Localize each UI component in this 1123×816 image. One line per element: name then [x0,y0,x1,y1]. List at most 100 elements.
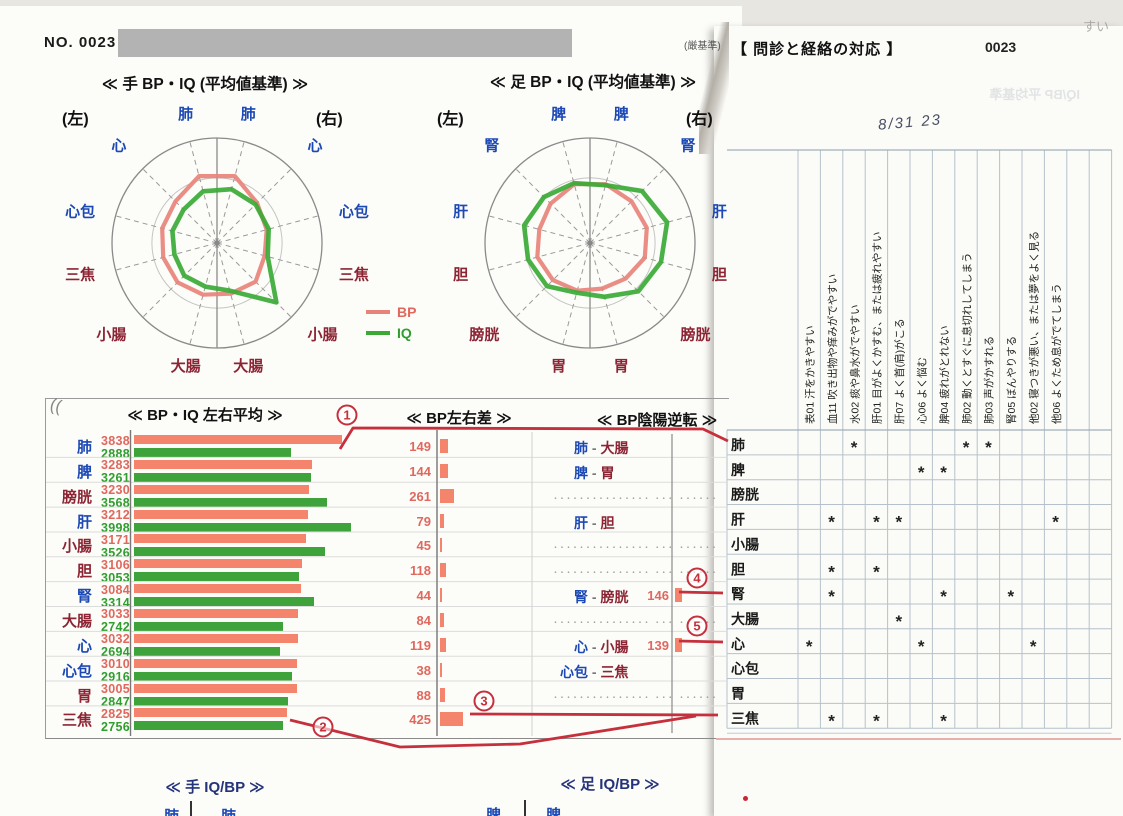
avg-bp-value: 3033 [100,607,130,622]
right-sheet-number: 0023 [985,39,1017,55]
reversal-pair: 心 - 小腸 [556,637,651,657]
reversal-bar [675,588,683,603]
diff-value: 119 [410,637,431,653]
foot-right-label: (右) [686,111,713,128]
avg-bp-value: 3283 [100,458,130,473]
avg-bp-bar [134,633,299,643]
bleedthrough-text: IQ/BP 平均基準 [989,87,1080,102]
reversal-dash: - [588,514,601,531]
avg-bp-bar [134,683,297,693]
reversal-pair: 腎 - 膀胱 [556,587,651,607]
diff-value: 144 [409,463,431,479]
avg-bp-bar [134,509,309,519]
diff-value: 45 [416,538,431,554]
bp-line-swatch [366,309,390,314]
reversal-yin: 肝 [574,514,588,531]
right-sheet-title: 【 問診と経絡の対応 】 [732,41,903,58]
reversal-yin: 肺 [574,440,588,456]
red-dot-mark [743,796,748,801]
iq-line-swatch [366,330,390,335]
reversal-value: 139 [647,637,669,653]
diff-section-title: ≪ BP左右差 ≫ [406,410,512,427]
avg-row-label-心包: 心包 [61,662,92,680]
reversal-yang: 胆 [600,514,615,531]
avg-bp-value: 3010 [100,657,130,672]
reversal-dash: - [588,663,601,680]
reversal-yang: 小腸 [600,638,629,655]
hand-ratio-title: ≪ 手 IQ/BP ≫ [165,779,265,796]
legend-iq-label: IQ [397,324,412,341]
avg-row-label-腎: 腎 [76,588,92,606]
foot-ratio-axis [524,800,526,816]
avg-bp-bar [134,534,306,544]
reversal-dash: - [588,440,601,456]
hand-right-label: (右) [316,111,343,128]
avg-row-label-胃: 胃 [76,687,92,705]
avg-row-label-肺: 肺 [76,439,92,456]
avg-bp-value: 3084 [100,582,130,597]
foot-partial-label-left: 脾 [486,807,502,816]
pink-rule-line [716,738,1121,740]
diff-bar [440,563,447,578]
reversal-dots: ･･･････････････ ･･･ [553,493,675,505]
reversal-dots-2: ･･････ [679,617,718,629]
diff-bar [440,513,445,528]
avg-bp-value: 3032 [100,632,130,647]
reversal-yang: 大腸 [600,440,629,456]
reversal-yang: 三焦 [600,663,629,680]
diff-value: 149 [409,439,431,454]
reversal-dots: ･･･････････････ ･･･ [553,692,675,704]
diff-bar [440,662,442,677]
avg-bp-bar [134,559,303,569]
avg-bp-value: 3838 [100,433,130,448]
diff-bar [440,687,445,702]
redacted-name-bar [118,29,572,57]
reversal-dash: - [588,589,601,606]
avg-row-label-三焦: 三焦 [61,712,92,730]
foot-radar-title: ≪ 足 BP・IQ (平均値基準) ≫ [489,74,697,91]
avg-iq-bar [134,448,291,457]
diff-value: 118 [410,563,431,579]
avg-bp-bar [134,608,299,618]
hand-partial-label-right: 肺 [221,805,236,816]
avg-bp-bar [134,708,288,718]
legend-bp: BP [366,301,416,322]
avg-iq-bar [134,597,314,607]
avg-bp-value: 3230 [100,483,130,498]
avg-iq-bar [134,646,280,656]
diff-bar [440,612,445,627]
reversal-yang: 膀胱 [600,589,629,606]
reversal-bar [675,637,682,652]
corner-bleed-text: すい [1083,19,1110,34]
avg-iq-bar [134,572,300,582]
reversal-yin: 心 [574,638,588,655]
avg-bp-bar [134,484,310,494]
avg-iq-bar [134,621,283,631]
avg-bp-value: 3005 [100,682,130,696]
reversal-yang: 胃 [600,464,615,481]
reversal-pair: 肝 - 胆 [556,513,651,533]
reversal-pair: 心包 - 三焦 [556,662,651,682]
avg-row-label-大腸: 大腸 [61,612,92,630]
hand-radar-title: ≪ 手 BP・IQ (平均値基準) ≫ [101,76,309,93]
avg-bp-value: 3171 [100,532,130,547]
hand-ratio-axis [190,801,192,816]
reversal-yin: 腎 [574,589,588,606]
radar-legend: BP IQ [366,301,416,343]
diff-value: 261 [409,488,431,504]
hand-partial-label-left: 肺 [164,805,179,816]
legend-bp-label: BP [397,303,417,320]
report-number: NO. 0023 [44,34,117,51]
avg-bp-bar [134,658,298,668]
avg-row-label-胆: 胆 [76,563,92,581]
avg-iq-bar [134,472,311,482]
foot-left-label: (左) [437,111,464,128]
avg-bp-value: 2825 [100,706,130,721]
avg-section-title: ≪ BP・IQ 左右平均 ≫ [127,407,283,424]
reversal-pair: 脾 - 胃 [556,463,651,483]
diff-value: 79 [416,513,431,529]
diff-bar [440,439,448,453]
foot-partial-label-right: 脾 [546,807,562,816]
reversal-yin: 脾 [574,464,588,481]
